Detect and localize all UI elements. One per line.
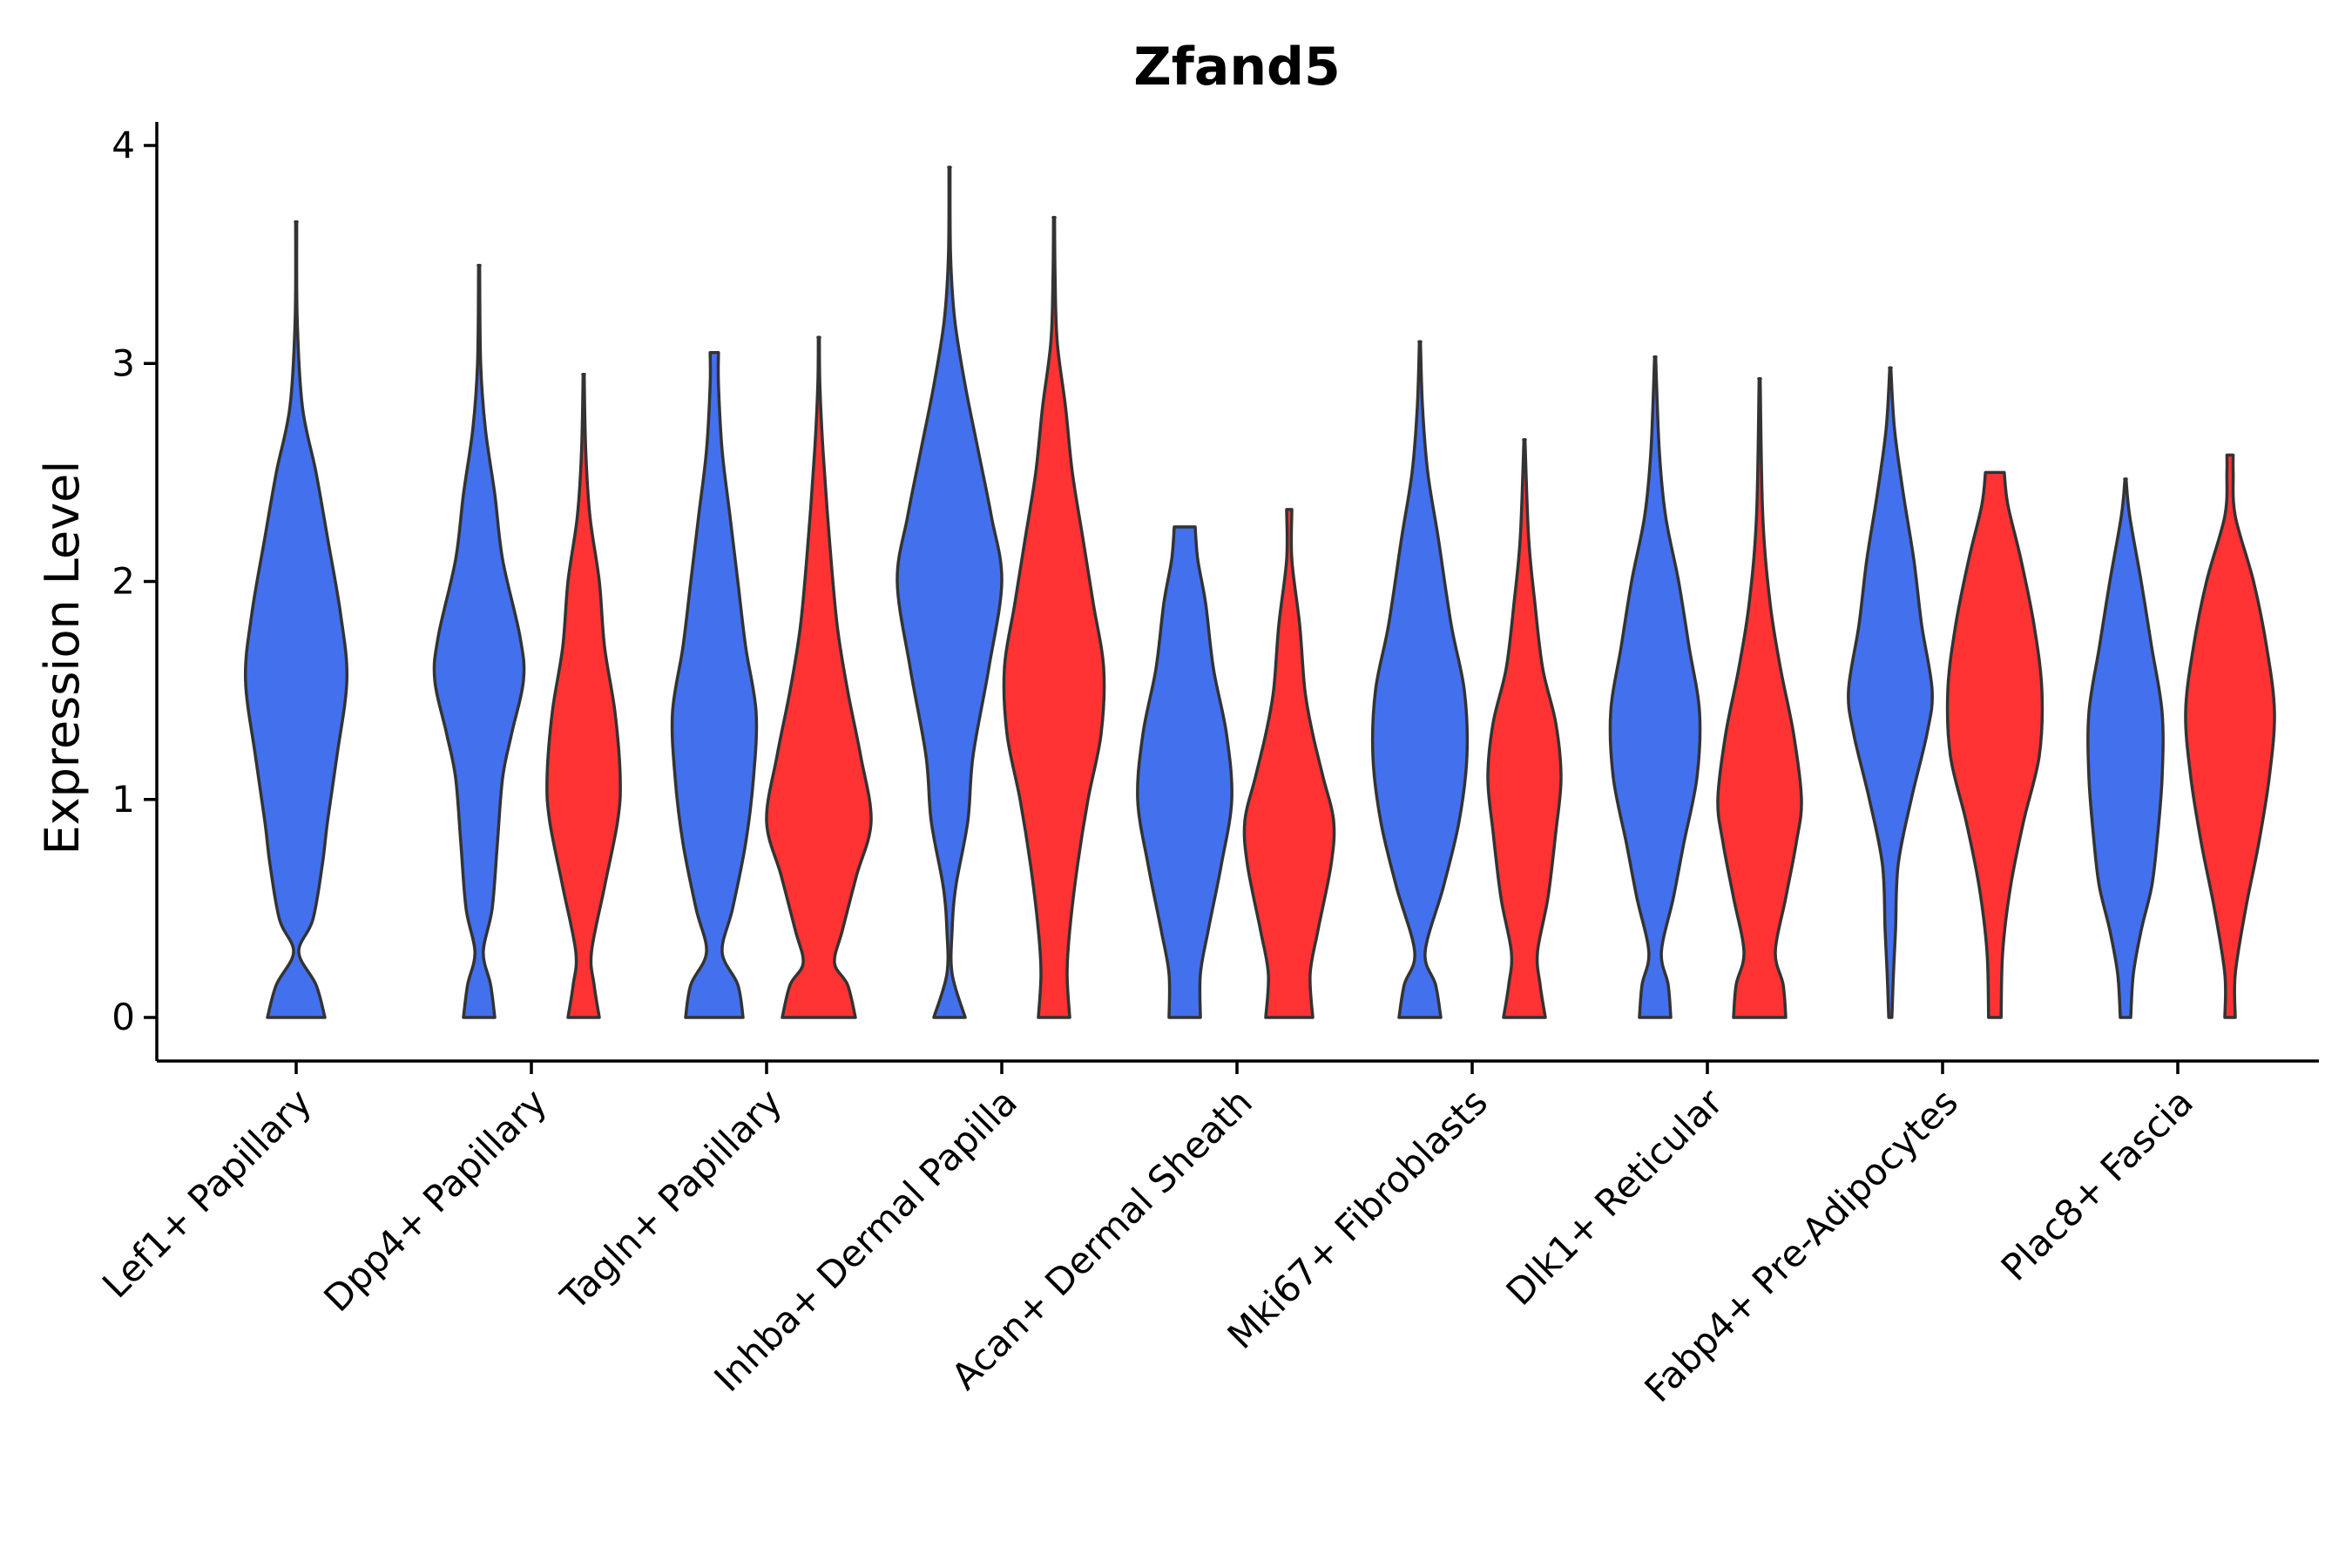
violin-group_b-3 <box>1002 215 1106 1019</box>
violin-group_b-5 <box>1486 438 1563 1019</box>
violin-group_a-4 <box>1136 525 1233 1019</box>
x-tick-label: Lef1+ Papillary <box>94 1080 320 1306</box>
y-axis-label: Expression Level <box>35 461 90 855</box>
violin-group_b-2 <box>765 335 873 1019</box>
y-tick-label: 2 <box>112 560 135 603</box>
violin-group_a-6 <box>1608 355 1702 1019</box>
x-tick-label: Mki67+ Fibroblasts <box>1220 1080 1496 1356</box>
violin-group_b-8 <box>2184 453 2276 1019</box>
chart-title: Zfand5 <box>1133 37 1341 98</box>
violin-group_a-5 <box>1370 340 1470 1019</box>
violin-group_a-7 <box>1847 366 1934 1019</box>
y-tick-label: 4 <box>112 124 135 166</box>
violin-group_b-7 <box>1945 470 2044 1019</box>
violin-group_a-2 <box>670 350 759 1019</box>
violin-group_b-4 <box>1242 508 1336 1019</box>
x-tick-label: Tagln+ Papillary <box>552 1080 790 1318</box>
violin-group_b-6 <box>1716 377 1803 1019</box>
x-tick-label: Dpp4+ Papillary <box>315 1080 555 1320</box>
x-tick-label: Dlk1+ Reticular <box>1498 1080 1732 1314</box>
y-tick-label: 1 <box>112 778 135 821</box>
violin-group_a-3 <box>896 166 1004 1019</box>
x-tick-label: Plac8+ Fascia <box>1993 1080 2201 1288</box>
violin-group_a-8 <box>2086 477 2165 1019</box>
y-tick-label: 3 <box>112 341 135 384</box>
violin-group_a-1 <box>432 263 526 1019</box>
violin-group_a-0 <box>243 220 349 1019</box>
violin-layer <box>243 166 2276 1019</box>
violin-group_b-1 <box>545 373 622 1019</box>
y-tick-label: 0 <box>112 996 135 1038</box>
